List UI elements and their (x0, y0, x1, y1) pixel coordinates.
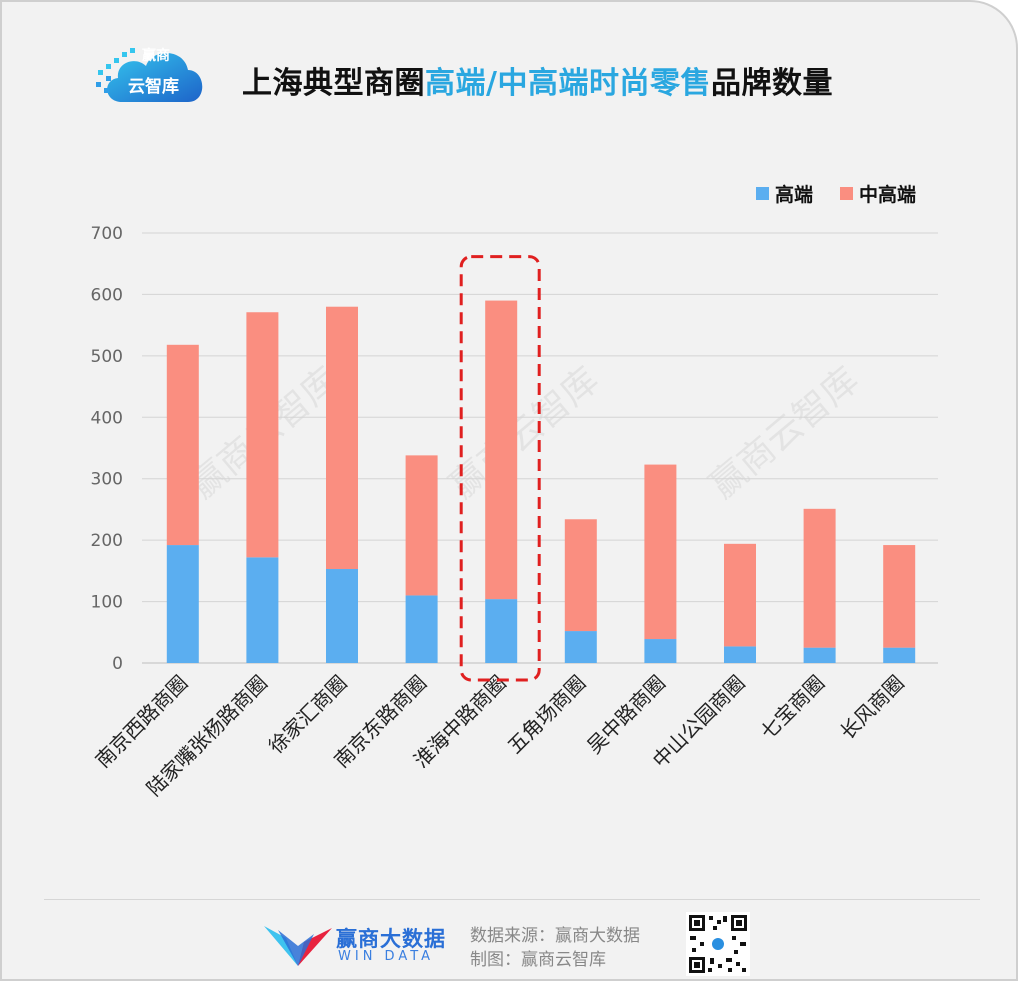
bar-mid-high-end (405, 455, 438, 596)
source-text: 数据来源：赢商大数据 制图：赢商云智库 (470, 924, 640, 972)
legend-label-mid-high-end: 中高端 (859, 184, 917, 206)
bar-high-end (405, 595, 438, 663)
bar-mid-high-end (803, 508, 836, 648)
brand-name-english: WIN DATA (338, 949, 435, 964)
bar-high-end (485, 599, 518, 663)
bar-mid-high-end (246, 312, 279, 558)
bar-high-end (564, 631, 597, 663)
title-part-3: 品牌数量 (710, 66, 833, 101)
bar-high-end (883, 647, 916, 663)
bar-high-end (644, 639, 677, 663)
stacked-bar-chart: 赢商云智库赢商云智库赢商云智库0100200300400500600700南京西… (91, 224, 938, 801)
highlight-dashed-box (459, 255, 541, 682)
x-category-label: 五角场商圈 (503, 671, 591, 759)
bar-high-end (326, 569, 358, 663)
bar-mid-high-end (485, 300, 518, 600)
qr-code-icon (686, 912, 750, 976)
brand-name: 赢商大数据 (336, 927, 446, 951)
bar-mid-high-end (564, 519, 597, 632)
logo-text-bottom: 云智库 (128, 77, 179, 97)
watermark-text: 赢商云智库 (702, 360, 866, 507)
y-tick-label: 700 (91, 224, 123, 244)
title-part-2: 高端/中高端时尚零售 (425, 66, 711, 101)
legend-item-mid-high-end: 中高端 (840, 180, 916, 207)
made-by-line: 制图：赢商云智库 (470, 950, 606, 970)
bar-high-end (166, 545, 199, 663)
windata-logo-icon (264, 926, 332, 966)
y-tick-label: 100 (91, 593, 123, 613)
legend-item-high-end: 高端 (756, 180, 813, 207)
x-category-label: 七宝商圈 (756, 671, 830, 745)
source-line: 数据来源：赢商大数据 (470, 926, 640, 946)
legend-swatch-mid-high-end (840, 187, 853, 200)
bar-mid-high-end (883, 545, 916, 648)
x-category-label: 长风商圈 (835, 671, 909, 745)
bar-high-end (803, 647, 836, 663)
footer-divider (44, 899, 980, 900)
bar-high-end (246, 557, 279, 663)
y-tick-label: 300 (91, 470, 123, 490)
y-tick-label: 500 (91, 347, 123, 367)
legend-label-high-end: 高端 (775, 184, 814, 206)
title-part-1: 上海典型商圈 (242, 66, 425, 101)
bar-mid-high-end (724, 543, 756, 647)
legend-swatch-high-end (756, 187, 769, 200)
bar-mid-high-end (166, 344, 199, 546)
watermark-text: 赢商云智库 (442, 360, 606, 507)
yingshang-cloud-logo-icon (96, 48, 203, 102)
y-tick-label: 400 (91, 408, 123, 428)
bar-mid-high-end (644, 464, 677, 640)
y-tick-label: 0 (112, 654, 123, 674)
bar-mid-high-end (326, 306, 358, 570)
bar-high-end (724, 646, 756, 663)
logo-text-top: 赢商 (142, 48, 170, 64)
chart-title: 上海典型商圈高端/中高端时尚零售品牌数量 (242, 58, 833, 102)
y-tick-label: 200 (91, 531, 123, 551)
y-tick-label: 600 (91, 285, 123, 305)
